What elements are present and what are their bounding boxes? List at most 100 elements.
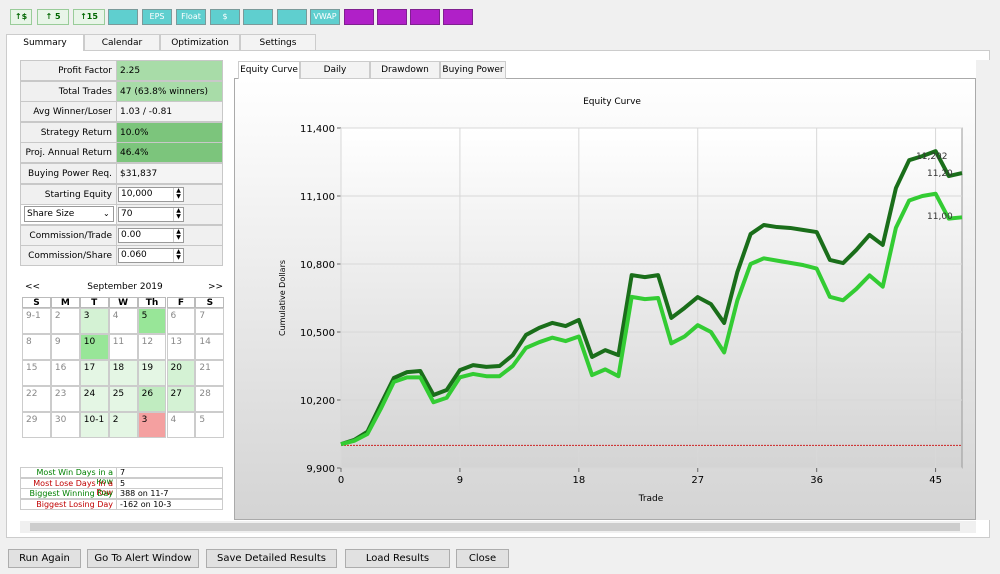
dropdown-arrow[interactable]: ⌄ (103, 209, 110, 219)
scroll-thumb[interactable] (30, 523, 960, 531)
spinner[interactable]: ▲ ▼ (173, 187, 183, 201)
calendar-day[interactable]: 3 (79, 308, 109, 334)
calendar-day[interactable]: 27 (166, 386, 196, 412)
weekday: Th (137, 297, 167, 308)
tab[interactable]: Optimization (160, 34, 240, 51)
calendar-day[interactable]: 19 (137, 360, 167, 386)
stat-label: Total Trades (20, 80, 117, 102)
button-label: EPS (149, 12, 165, 21)
toolbar-button[interactable]: VWAP (310, 9, 340, 25)
streak-value: 7 (116, 467, 223, 478)
calendar-day[interactable]: 2 (108, 412, 138, 438)
toolbar-button[interactable] (108, 9, 138, 25)
calendar-day[interactable]: 18 (108, 360, 138, 386)
streak-label: Biggest Winning Day (20, 488, 117, 499)
calendar-day[interactable]: 17 (79, 360, 109, 386)
calendar-day[interactable]: 4 (108, 308, 138, 334)
tab[interactable]: Summary (6, 34, 84, 51)
button[interactable]: Close (456, 549, 509, 568)
calendar-day[interactable]: 12 (137, 334, 167, 360)
calendar-day[interactable]: 24 (79, 386, 109, 412)
calendar-day[interactable]: 22 (22, 386, 51, 412)
calendar-day[interactable]: 4 (166, 412, 196, 438)
calendar-day[interactable]: 3 (137, 412, 167, 438)
button-label: 5 (54, 12, 61, 21)
number-input[interactable]: 10,000 (118, 186, 184, 202)
calendar-prev[interactable]: << (25, 282, 41, 292)
streak-value: 388 on 11-7 (116, 488, 223, 499)
calendar-day[interactable]: 10-1 (79, 412, 109, 438)
dropdown-value[interactable]: Share Size (24, 206, 114, 223)
toolbar-button[interactable]: $ (210, 9, 240, 25)
input-label: Commission/Trade (20, 224, 117, 246)
calendar-day[interactable]: 11 (108, 334, 138, 360)
stat-value: 2.25 (116, 60, 223, 81)
button-label: Float (181, 12, 201, 21)
input-label: Starting Equity (20, 183, 117, 205)
x-axis-label: Trade (638, 494, 664, 504)
spinner[interactable]: ▲ ▼ (173, 228, 183, 242)
calendar-next[interactable]: >> (208, 282, 224, 292)
calendar-day[interactable]: 2 (50, 308, 80, 334)
chart-tab[interactable]: Buying Power (440, 61, 506, 79)
button[interactable]: Go To Alert Window (87, 549, 199, 568)
calendar-day[interactable]: 26 (137, 386, 167, 412)
chart-tab[interactable]: Daily (300, 61, 370, 79)
calendar-day[interactable]: 20 (166, 360, 196, 386)
tab[interactable]: Settings (240, 34, 316, 51)
calendar-day[interactable]: 5 (195, 412, 225, 438)
button-label: $ (222, 12, 228, 21)
calendar-day[interactable]: 5 (137, 308, 167, 334)
horizontal-scrollbar[interactable] (20, 521, 976, 533)
number-input[interactable]: 0.00 (118, 227, 184, 243)
button[interactable]: Load Results (345, 549, 450, 568)
button-label: $ (21, 12, 28, 21)
toolbar-button[interactable] (277, 9, 307, 25)
calendar-day[interactable]: 7 (195, 308, 225, 334)
toolbar-button[interactable] (344, 9, 374, 25)
calendar-day[interactable]: 13 (166, 334, 196, 360)
tab[interactable]: Calendar (84, 34, 160, 51)
calendar-title: September 2019 (87, 282, 163, 292)
y-tick-label: 10,500 (300, 328, 335, 339)
calendar-day[interactable]: 30 (50, 412, 80, 438)
calendar-day[interactable]: 25 (108, 386, 138, 412)
spinner[interactable]: ▲ ▼ (173, 208, 183, 222)
toolbar-button[interactable] (243, 9, 273, 25)
input-label: Commission/Share (20, 245, 117, 267)
toolbar-button[interactable] (410, 9, 440, 25)
calendar-day[interactable]: 28 (195, 386, 225, 412)
toolbar-button[interactable]: EPS (142, 9, 172, 25)
toolbar-button[interactable]: ↑$ (10, 9, 32, 25)
number-input[interactable]: 70 (118, 207, 184, 223)
calendar-day[interactable]: 8 (22, 334, 51, 360)
toolbar-button[interactable]: Float (176, 9, 206, 25)
x-tick-label: 36 (810, 475, 823, 486)
x-tick-label: 9 (457, 475, 463, 486)
calendar-day[interactable]: 29 (22, 412, 51, 438)
spinner[interactable]: ▲ ▼ (173, 249, 183, 263)
calendar-day[interactable]: 10 (79, 334, 109, 360)
toolbar-button[interactable]: ↑15 (73, 9, 105, 25)
weekday: T (79, 297, 109, 308)
calendar-day[interactable]: 15 (22, 360, 51, 386)
streak-label: Most Lose Days in a Row (20, 477, 117, 497)
toolbar-button[interactable] (377, 9, 407, 25)
weekday: S (22, 297, 51, 308)
button[interactable]: Save Detailed Results (206, 549, 337, 568)
calendar-day[interactable]: 9-1 (22, 308, 51, 334)
chart-tab[interactable]: Drawdown (370, 61, 440, 79)
stat-value: 1.03 / -0.81 (116, 101, 223, 123)
calendar-day[interactable]: 16 (50, 360, 80, 386)
calendar-day[interactable]: 23 (50, 386, 80, 412)
toolbar-button[interactable]: ↑ 5 (37, 9, 69, 25)
button[interactable]: Run Again (8, 549, 81, 568)
chart-tab[interactable]: Equity Curve (238, 61, 300, 79)
number-input[interactable]: 0.060 (118, 248, 184, 264)
calendar-day[interactable]: 21 (195, 360, 225, 386)
toolbar-button[interactable] (443, 9, 473, 25)
calendar-day[interactable]: 6 (166, 308, 196, 334)
vertical-scrollbar[interactable] (976, 60, 990, 520)
calendar-day[interactable]: 9 (50, 334, 80, 360)
calendar-day[interactable]: 14 (195, 334, 225, 360)
